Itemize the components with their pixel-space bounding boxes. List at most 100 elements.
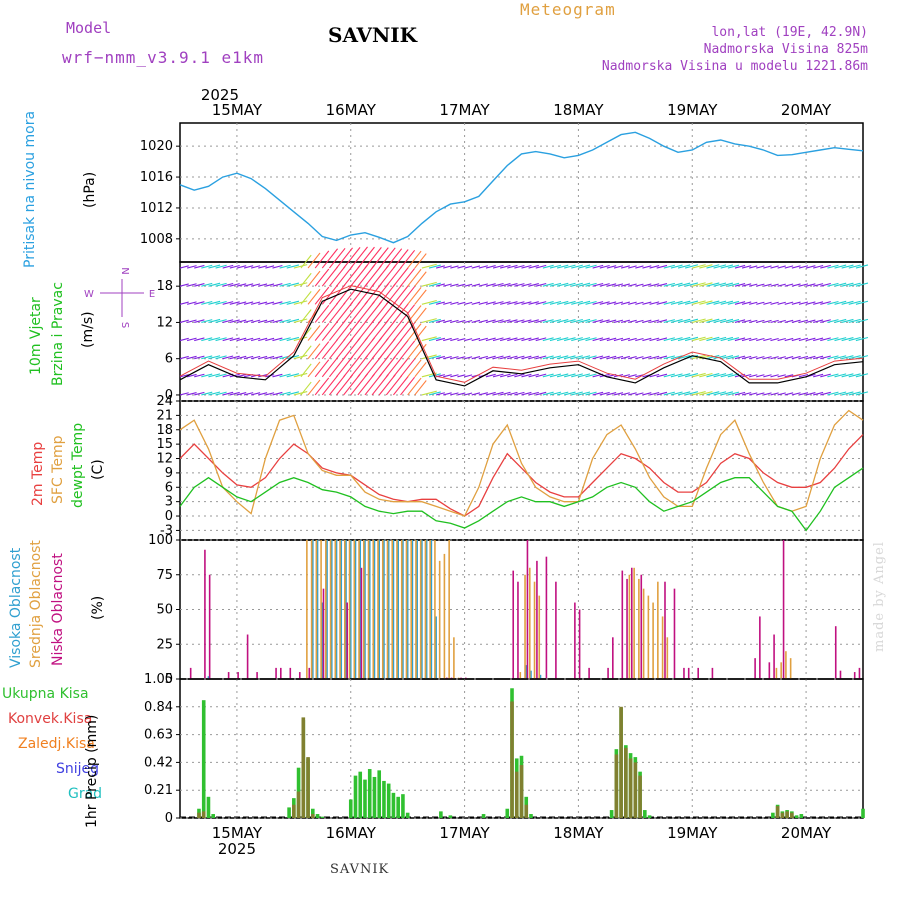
wind-arrow (585, 337, 597, 342)
wind-arrow (393, 376, 409, 396)
wind-arrow (336, 283, 353, 305)
wind-arrow (371, 283, 389, 305)
wind-arrow (507, 264, 518, 269)
wind-arrow (371, 247, 389, 269)
wind-arrow (549, 337, 562, 342)
wind-arrow (378, 374, 396, 396)
wind-arrow (215, 264, 227, 269)
wind-arrow (229, 355, 240, 360)
wind-arrow (670, 264, 683, 269)
wind-arrow (364, 373, 382, 396)
wind-arrow (670, 391, 683, 396)
wind-arrow (443, 392, 452, 396)
panel-frame (179, 261, 864, 402)
wind-arrow (571, 264, 583, 269)
wind-arrow (428, 282, 441, 287)
precip-bar-convective (638, 775, 642, 818)
wind-arrow (186, 373, 197, 378)
top-date-label: 20MAY (781, 101, 832, 119)
wind-arrow (670, 373, 683, 378)
wind-arrow (272, 319, 283, 323)
precip-bar-total (311, 808, 315, 818)
wind-arrow (251, 355, 261, 360)
wind-arrow (827, 337, 839, 342)
wind-arrow (820, 391, 831, 396)
wind-arrow (763, 374, 772, 378)
precip-bar-total (358, 771, 363, 818)
wind-arrow (521, 337, 532, 342)
wind-arrow (791, 392, 801, 396)
wind-arrow (599, 301, 610, 305)
wind-arrow (251, 283, 261, 287)
wind-arrow (371, 319, 389, 341)
ytick-label: 21 (156, 408, 173, 423)
wind-arrow (756, 374, 765, 378)
wind-arrow (649, 301, 660, 305)
wind-arrow (692, 264, 706, 269)
wind-arrow (542, 337, 554, 342)
precip-bar-total (401, 794, 405, 818)
wind-arrow (485, 301, 496, 305)
wind-arrow (770, 301, 779, 305)
wind-arrow (749, 301, 758, 305)
wind-arrow (628, 356, 637, 360)
wind-arrow (578, 337, 591, 342)
wind-arrow (642, 265, 652, 269)
wind-arrow (514, 283, 525, 287)
wind-arrow (364, 247, 382, 269)
wind-arrow (371, 337, 389, 360)
wind-arrow (528, 283, 539, 287)
wind-arrow (564, 373, 576, 378)
precip-bar-convective (780, 812, 785, 818)
wind-arrow (599, 391, 610, 396)
wind-arrow (585, 282, 597, 287)
wind-arrow (279, 264, 291, 269)
wind-arrow (585, 373, 597, 378)
wind-arrow (208, 337, 221, 342)
wind-arrow (258, 337, 268, 342)
wind-arrow (777, 356, 786, 360)
wind-arrow (791, 301, 801, 305)
wind-arrow (357, 264, 375, 287)
wind-arrow (663, 373, 675, 378)
precip-bar-convective (614, 754, 619, 818)
wind-arrow (827, 264, 839, 269)
wind-arrow (357, 337, 375, 360)
top-date-label: 17MAY (439, 101, 490, 119)
wind-arrow (777, 319, 786, 323)
ytick-label: 6 (165, 352, 173, 367)
wind-arrow (798, 283, 809, 287)
wind-arrow (798, 337, 809, 342)
precip-bar-total (439, 811, 443, 818)
wind-arrow (492, 355, 504, 360)
precip-bar-convective (775, 806, 780, 818)
wind-arrow (613, 301, 624, 305)
legend-frozen: Zaledj.Kisa (18, 736, 95, 752)
wind-arrow (741, 355, 752, 360)
wind-arrow (357, 319, 375, 341)
ytick-label: 24 (156, 394, 173, 409)
wind-arrow (393, 267, 409, 287)
wind-arrow (229, 391, 240, 396)
wind-compass: N E S W (84, 267, 155, 328)
wind-arrow (350, 282, 368, 305)
wind-arrow (478, 265, 488, 269)
wind-arrow (642, 301, 652, 305)
wind-arrow (720, 391, 734, 396)
wind-arrow (450, 356, 459, 360)
wind-arrow (663, 300, 675, 305)
wind-arrow (471, 265, 481, 269)
wind-arrow (564, 391, 576, 396)
precip-bar-total (372, 776, 377, 818)
ytick-label: -3 (160, 523, 173, 538)
wind-arrow (706, 391, 720, 396)
bottom-date-label: 20MAY (781, 824, 832, 842)
wind-arrow (791, 283, 801, 287)
wind-arrow (265, 319, 275, 323)
ytick-label: 12 (156, 452, 173, 467)
wind-arrow (713, 391, 727, 396)
wind-arrow (421, 299, 437, 305)
wind-arrow (293, 282, 308, 287)
wind-arrow (556, 319, 569, 323)
